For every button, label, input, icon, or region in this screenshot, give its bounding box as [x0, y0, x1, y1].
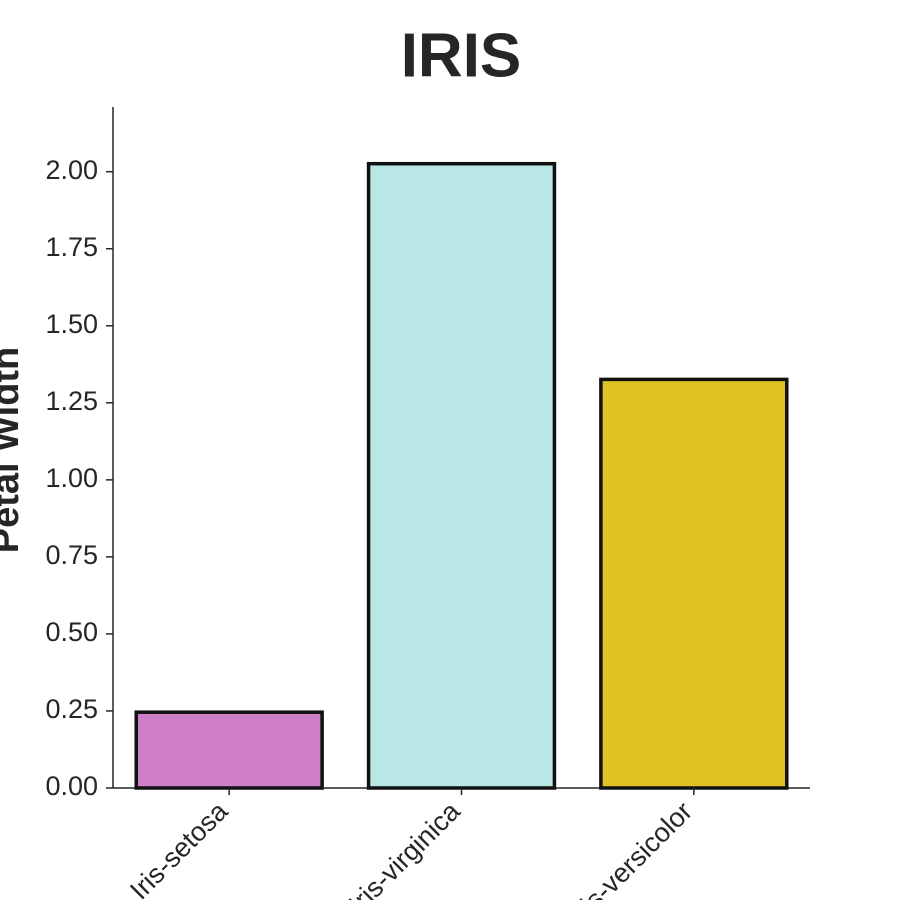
y-tick-label: 0.50: [45, 617, 98, 647]
bar: [134, 710, 324, 790]
y-axis-label: Petal Width: [0, 347, 27, 554]
y-tick-label: 1.75: [45, 232, 98, 262]
y-tick-label: 0.00: [45, 771, 98, 801]
x-tick-label: Iris-setosa: [124, 795, 234, 900]
y-tick-label: 2.00: [45, 155, 98, 185]
y-tick-label: 0.25: [45, 694, 98, 724]
bar: [366, 161, 557, 790]
bar: [599, 377, 789, 790]
x-tick-label: Iris-virginica: [343, 795, 467, 900]
x-tick-label: Iris-versicolor: [563, 796, 698, 900]
y-tick-label: 0.75: [45, 540, 98, 570]
y-tick-label: 1.25: [45, 386, 98, 416]
y-tick-label: 1.50: [45, 309, 98, 339]
y-tick-label: 1.00: [45, 463, 98, 493]
chart-title: IRIS: [401, 21, 522, 90]
